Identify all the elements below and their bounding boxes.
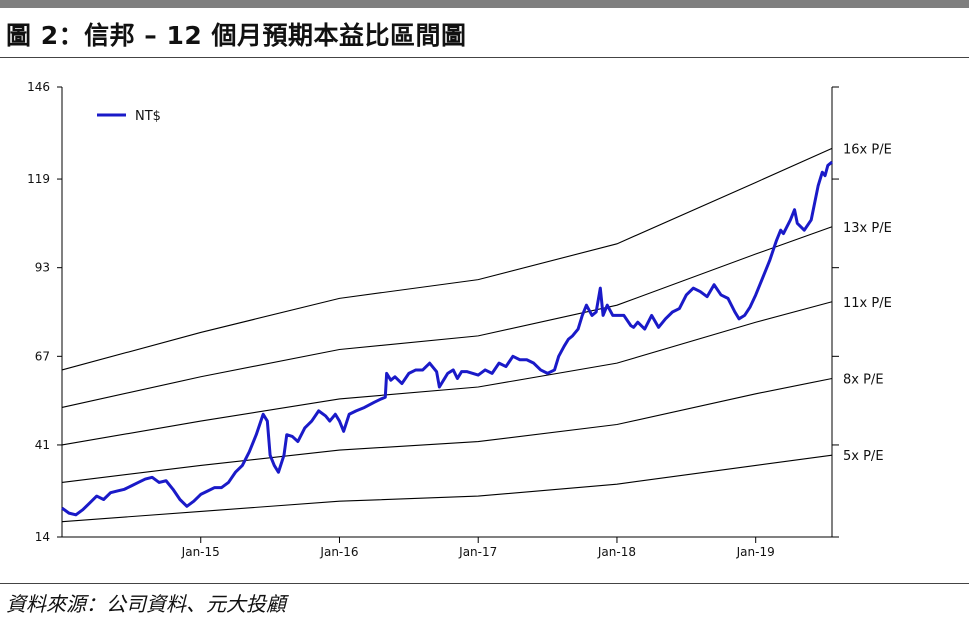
source-divider [0,583,969,584]
pe-band-label: 16x P/E [843,142,892,157]
pe-band-label: 11x P/E [843,296,892,311]
x-tick-label: Jan-16 [319,545,358,559]
x-tick-label: Jan-17 [458,545,497,559]
pe-band-line [61,226,833,408]
top-bar [0,0,969,8]
y-axis-ticks: 146 119 93 67 41 14 [27,80,839,544]
band-labels: 16x P/E 13x P/E 11x P/E 8x P/E 5x P/E [843,142,892,464]
source-note: 資料來源：公司資料、元大投顧 [6,592,286,616]
legend-label: NT$ [135,109,161,124]
pe-band-line [61,301,833,446]
y-tick-label: 119 [27,172,50,186]
pe-band-line [61,377,833,484]
chart-axes [61,87,833,538]
series-line-nt [61,160,833,517]
pe-band-line [61,454,833,523]
y-tick-label: 93 [35,261,50,275]
x-tick-label: Jan-15 [181,545,220,559]
page-title: 圖 2：信邦 – 12 個月預期本益比區間圖 [6,21,467,50]
x-tick-label: Jan-19 [736,545,775,559]
y-tick-label: 146 [27,80,50,94]
legend: NT$ [97,109,161,124]
pe-band-line [61,147,833,371]
pe-band-label: 13x P/E [843,221,892,236]
y-tick-label: 41 [35,438,50,452]
y-tick-label: 67 [35,349,50,363]
y-tick-label: 14 [35,530,50,544]
pe-band-label: 5x P/E [843,449,884,464]
x-axis-ticks: Jan-15 Jan-16 Jan-17 Jan-18 Jan-19 [181,537,775,559]
title-divider [0,57,969,58]
pe-bands [61,147,833,523]
pe-band-label: 8x P/E [843,372,884,387]
x-tick-label: Jan-18 [597,545,636,559]
price-series [61,160,833,517]
